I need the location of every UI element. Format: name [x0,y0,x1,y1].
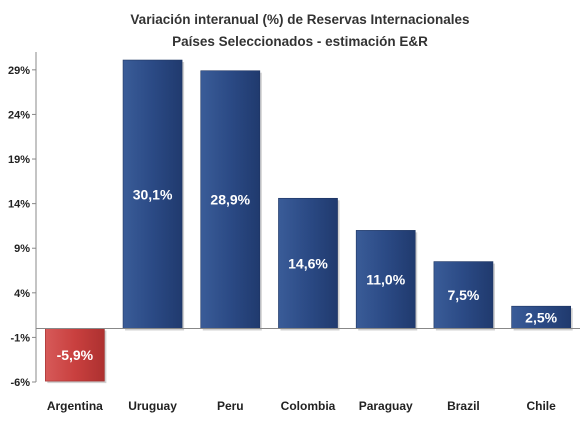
x-tick-label: Chile [526,399,556,413]
y-ticks-group: -6% -1% 4% 9% 14% 19% 24% 29% [8,65,36,389]
y-tick-label: 9% [14,243,30,255]
data-label: 2,5% [525,309,557,325]
data-label: 11,0% [366,271,405,287]
x-tick-label: Paraguay [359,399,413,413]
data-label: 28,9% [210,192,250,208]
y-tick-label: 4% [14,288,30,300]
bar-colombia [278,197,338,329]
data-labels-group: -5,9% 30,1% 28,9% 14,6% 11,0% 7,5% 2,5% [57,186,558,363]
chart-title: Variación interanual (%) de Reservas Int… [130,12,469,27]
data-label: 30,1% [133,186,173,202]
chart-subtitle: Países Seleccionados - estimación E&R [172,34,428,49]
data-label: 14,6% [288,255,328,271]
x-tick-label: Uruguay [128,399,177,413]
y-tick-label: 19% [8,154,30,166]
data-label: -5,9% [57,347,94,363]
y-tick-label: 14% [8,199,30,211]
bar-brazil [433,261,494,329]
y-tick-label: -6% [10,377,30,389]
y-tick-label: -1% [10,332,30,344]
bar-argentina [45,328,105,382]
bar-paraguay [355,230,416,329]
bars-group [45,59,573,384]
bar-uruguay [122,59,183,329]
y-tick-label: 24% [8,109,30,121]
x-tick-label: Peru [217,399,244,413]
x-tick-label: Brazil [447,399,480,413]
data-label: 7,5% [447,287,479,303]
x-tick-label: Argentina [47,399,103,413]
x-tick-label: Colombia [281,399,336,413]
x-ticks-group: Argentina Uruguay Peru Colombia Paraguay Braz… [47,399,556,413]
y-tick-label: 29% [8,65,30,77]
